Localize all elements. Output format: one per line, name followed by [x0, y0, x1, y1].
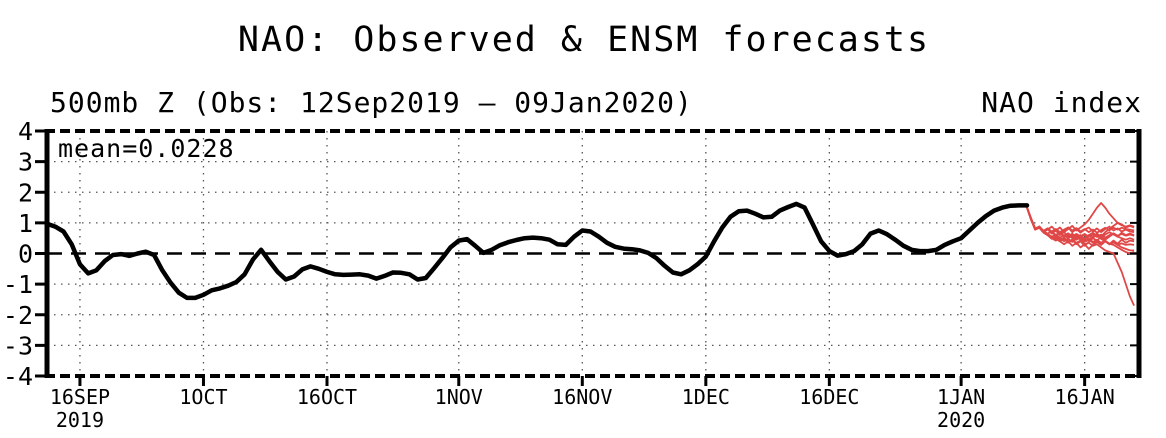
x-tick-label: 1JAN [937, 385, 985, 409]
y-tick-label: 2 [18, 178, 33, 207]
y-tick-label: 0 [18, 240, 33, 269]
series-layer [44, 201, 1135, 306]
y-tick-label: -1 [3, 270, 33, 299]
x-tick-label: 1NOV [435, 385, 483, 409]
mean-annotation: mean=0.0228 [58, 134, 235, 163]
chart-title: NAO: Observed & ENSM forecasts [238, 20, 930, 60]
x-tick-label: 16OCT [297, 385, 357, 409]
x-tick-label: 1DEC [682, 385, 730, 409]
x-tick-label: 16JAN [1055, 385, 1115, 409]
y-tick-label: -3 [3, 331, 33, 360]
y-tick-label: 3 [18, 148, 33, 177]
x-tick-label: 16NOV [552, 385, 612, 409]
y-tick-label: 1 [18, 209, 33, 238]
forecast-member-line [1026, 207, 1135, 234]
chart-corner-label: NAO index [981, 86, 1142, 119]
y-tick-label: -4 [3, 362, 33, 391]
observed-line [44, 201, 1030, 301]
y-tick-label: -2 [3, 301, 33, 330]
chart-subtitle: 500mb Z (Obs: 12Sep2019 – 09Jan2020) [50, 86, 693, 119]
forecast-member-line [1026, 207, 1135, 246]
x-tick-label: 16DEC [799, 385, 859, 409]
y-tick-label: 4 [18, 117, 33, 146]
x-tick-sublabel: 2020 [937, 408, 985, 432]
x-tick-label: 16SEP [50, 385, 110, 409]
x-tick-label: 1OCT [179, 385, 227, 409]
grid-layer [47, 131, 1139, 376]
x-tick-sublabel: 2019 [56, 408, 104, 432]
